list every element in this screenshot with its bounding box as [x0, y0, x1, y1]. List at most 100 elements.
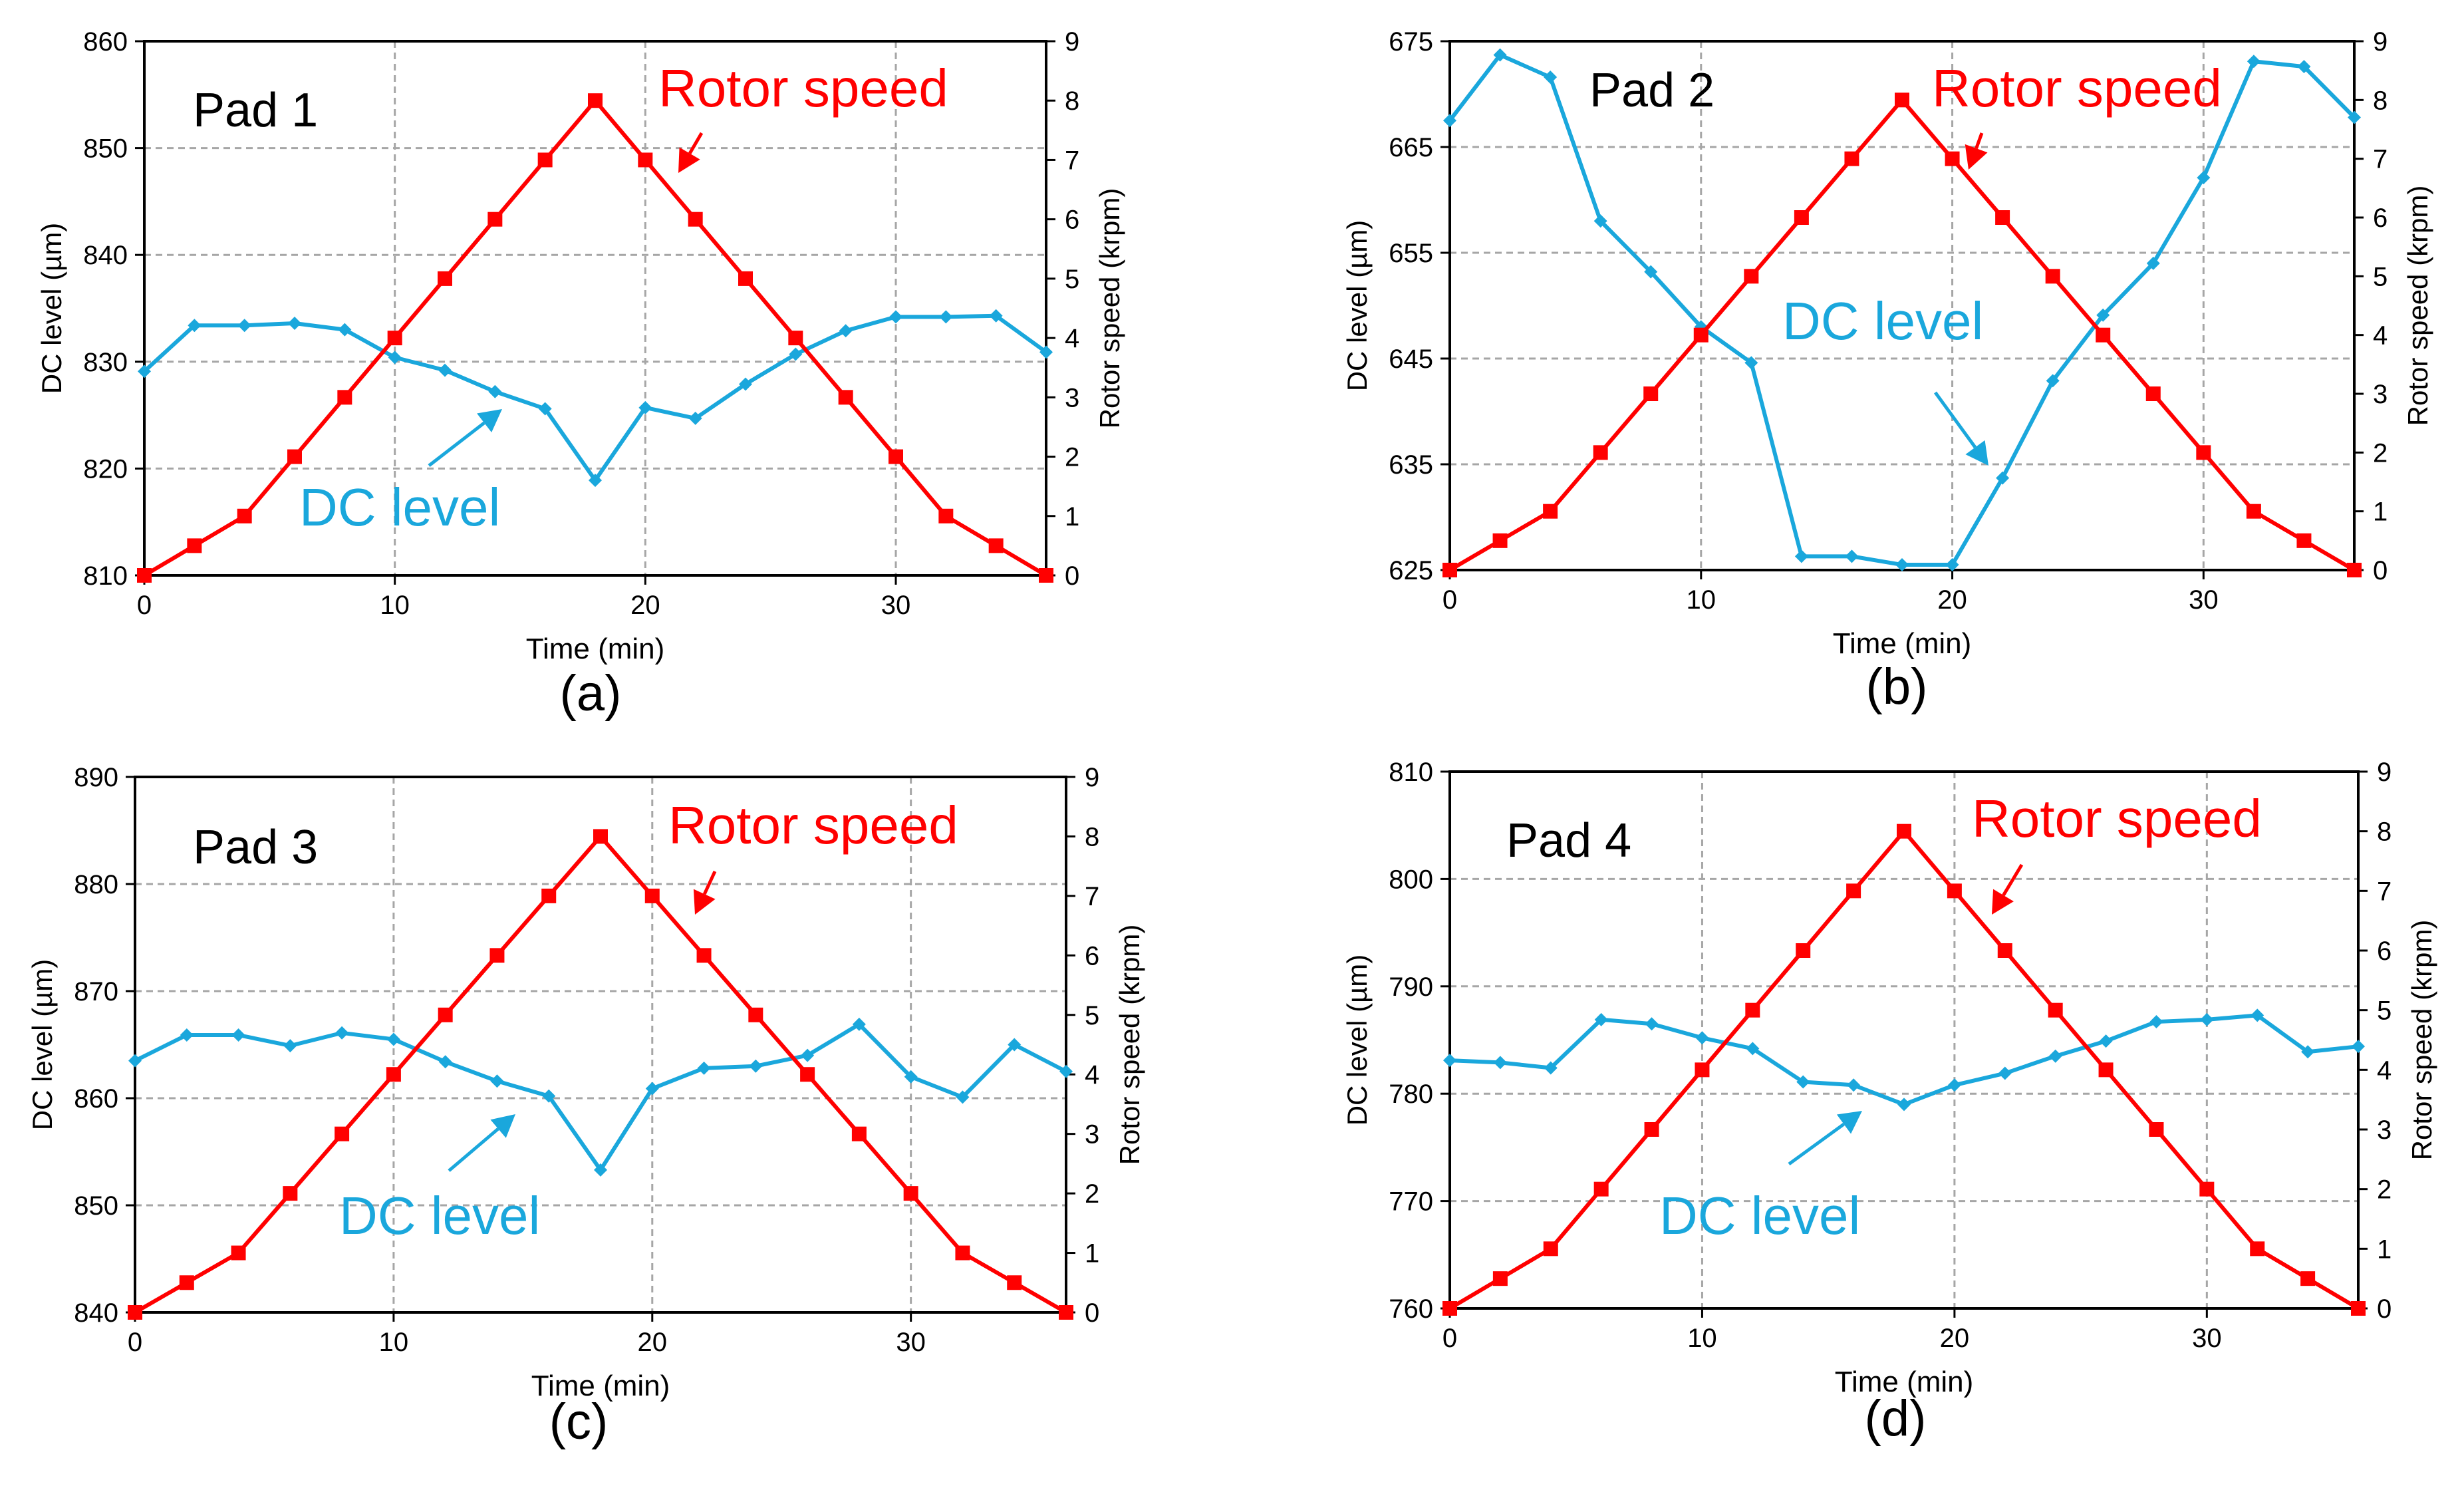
- dc-level-annotation: DC level: [1659, 1186, 1860, 1245]
- dc-level-point: [283, 1039, 297, 1053]
- dc-level-point: [1945, 558, 1959, 572]
- panel-label: (c): [549, 1394, 609, 1450]
- y2-axis-tick-label: 4: [1065, 324, 1079, 353]
- rotor-speed-point: [438, 271, 452, 286]
- panel-label: (b): [1866, 659, 1928, 715]
- y2-axis-tick-label: 1: [2373, 498, 2388, 527]
- dc-level-point: [490, 1074, 504, 1088]
- panel-label: (d): [1865, 1390, 1927, 1447]
- rotor-speed-point: [1059, 1305, 1073, 1320]
- y-axis-tick-label: 840: [83, 241, 128, 270]
- rotor-speed-point: [1492, 533, 1508, 548]
- plot-frame: [134, 776, 1067, 1314]
- y2-axis-tick-label: 7: [2373, 145, 2388, 174]
- y2-axis-title: Rotor speed (krpm): [1094, 188, 1125, 429]
- dc-level-point: [231, 1028, 245, 1042]
- rotor-speed-point: [438, 1007, 453, 1022]
- dc-level-point: [638, 400, 652, 414]
- y2-axis-title: Rotor speed (krpm): [1114, 925, 1145, 1165]
- x-axis-tick-label: 20: [1937, 585, 1967, 615]
- rotor-speed-point: [788, 331, 803, 346]
- dc-level-point: [388, 351, 402, 365]
- y-axis-tick-label: 870: [74, 977, 118, 1006]
- dc-level-point: [386, 1032, 400, 1046]
- rotor-speed-point: [2196, 445, 2211, 460]
- x-axis-tick-label: 0: [1442, 1324, 1457, 1353]
- dc-level-point: [2099, 1034, 2113, 1048]
- dc-level-point: [1796, 1075, 1810, 1089]
- dc-level-point: [138, 365, 151, 378]
- dc-level-point: [645, 1082, 659, 1096]
- rotor-speed-point: [938, 508, 954, 523]
- dc-level-point: [1895, 558, 1909, 572]
- x-axis-tick-label: 0: [1442, 585, 1457, 615]
- rotor-speed-point: [593, 829, 608, 844]
- y2-axis-tick-label: 6: [2373, 204, 2388, 233]
- rotor-speed-arrow-shaft: [2002, 863, 2024, 897]
- dc-level-point: [237, 319, 251, 333]
- dc-level-annotation: DC level: [339, 1186, 540, 1245]
- rotor-speed-point: [1007, 1275, 1022, 1290]
- x-axis-tick-label: 10: [379, 1328, 409, 1357]
- dc-level-point: [739, 377, 752, 391]
- rotor-speed-point: [2145, 386, 2161, 401]
- rotor-speed-point: [1844, 151, 1859, 166]
- rotor-speed-point: [1593, 1181, 1609, 1197]
- dc-level-point: [438, 1055, 452, 1069]
- rotor-speed-point: [738, 271, 753, 286]
- dc-level-point: [852, 1017, 866, 1031]
- y2-axis-tick-label: 5: [1085, 1001, 1099, 1030]
- dc-level-point: [939, 310, 953, 324]
- y2-axis-tick-label: 2: [1085, 1179, 1099, 1209]
- rotor-speed-point: [1442, 1301, 1457, 1316]
- chart-panel-2: 625 635 645 655 665 675 0 1 2 3 4 5 6 7 8 9 0 10 20 30 Time …: [1341, 27, 2433, 715]
- dc-level-point: [839, 324, 853, 338]
- rotor-speed-point: [889, 449, 903, 464]
- y2-axis-tick-label: 8: [1085, 822, 1099, 851]
- rotor-speed-point: [537, 152, 553, 168]
- dc-level-arrow-shaft: [1933, 391, 1977, 448]
- y2-axis-tick-label: 1: [1085, 1239, 1099, 1268]
- rotor-speed-point: [283, 1186, 298, 1201]
- x-axis-tick-label: 0: [128, 1328, 142, 1357]
- y-axis-title: DC level (µm): [1341, 955, 1373, 1126]
- y-axis-tick-label: 810: [1389, 758, 1433, 787]
- rotor-speed-point: [696, 948, 712, 963]
- y2-axis-tick-label: 3: [2373, 380, 2388, 409]
- dc-level-point: [2251, 1008, 2264, 1022]
- rotor-speed-point: [2300, 1271, 2316, 1286]
- dc-level-point: [1746, 1042, 1760, 1056]
- y2-axis-tick-label: 6: [1085, 941, 1099, 970]
- rotor-speed-arrow: [693, 870, 717, 915]
- dc-level-point: [697, 1061, 711, 1075]
- dc-level-point: [2096, 308, 2110, 322]
- x-axis-title: Time (min): [531, 1370, 670, 1402]
- rotor-speed-point: [1744, 269, 1759, 284]
- y2-axis-tick-label: 0: [1065, 561, 1079, 591]
- rotor-speed-arrow: [1965, 132, 1988, 170]
- rotor-speed-point: [489, 948, 505, 963]
- y2-axis-tick-label: 3: [2377, 1116, 2392, 1145]
- y2-axis-tick-label: 8: [1065, 86, 1079, 116]
- rotor-speed-point: [2149, 1122, 2164, 1137]
- dc-level-point: [989, 309, 1003, 323]
- rotor-speed-point: [2096, 327, 2111, 343]
- y2-axis-tick-label: 2: [2373, 438, 2388, 468]
- x-axis-tick-label: 10: [1687, 585, 1716, 615]
- y2-axis-tick-label: 1: [2377, 1235, 2392, 1264]
- x-axis-tick-label: 0: [137, 591, 152, 620]
- y-axis-tick-label: 830: [83, 348, 128, 377]
- dc-level-arrow-shaft: [1788, 1122, 1845, 1166]
- dc-level-point: [2200, 1012, 2214, 1026]
- rotor-speed-point: [237, 508, 252, 523]
- rotor-speed-point: [1593, 445, 1608, 460]
- x-axis-title: Time (min): [1835, 1366, 1974, 1398]
- rotor-speed-point: [1693, 327, 1709, 343]
- y2-axis-tick-label: 9: [1065, 27, 1079, 57]
- y2-axis-tick-label: 6: [1065, 206, 1079, 235]
- rotor-speed-point: [2045, 269, 2060, 284]
- rotor-speed-arrow-head: [1965, 144, 1988, 170]
- y-axis-tick-label: 770: [1389, 1187, 1433, 1217]
- dc-level-point: [2301, 1045, 2315, 1059]
